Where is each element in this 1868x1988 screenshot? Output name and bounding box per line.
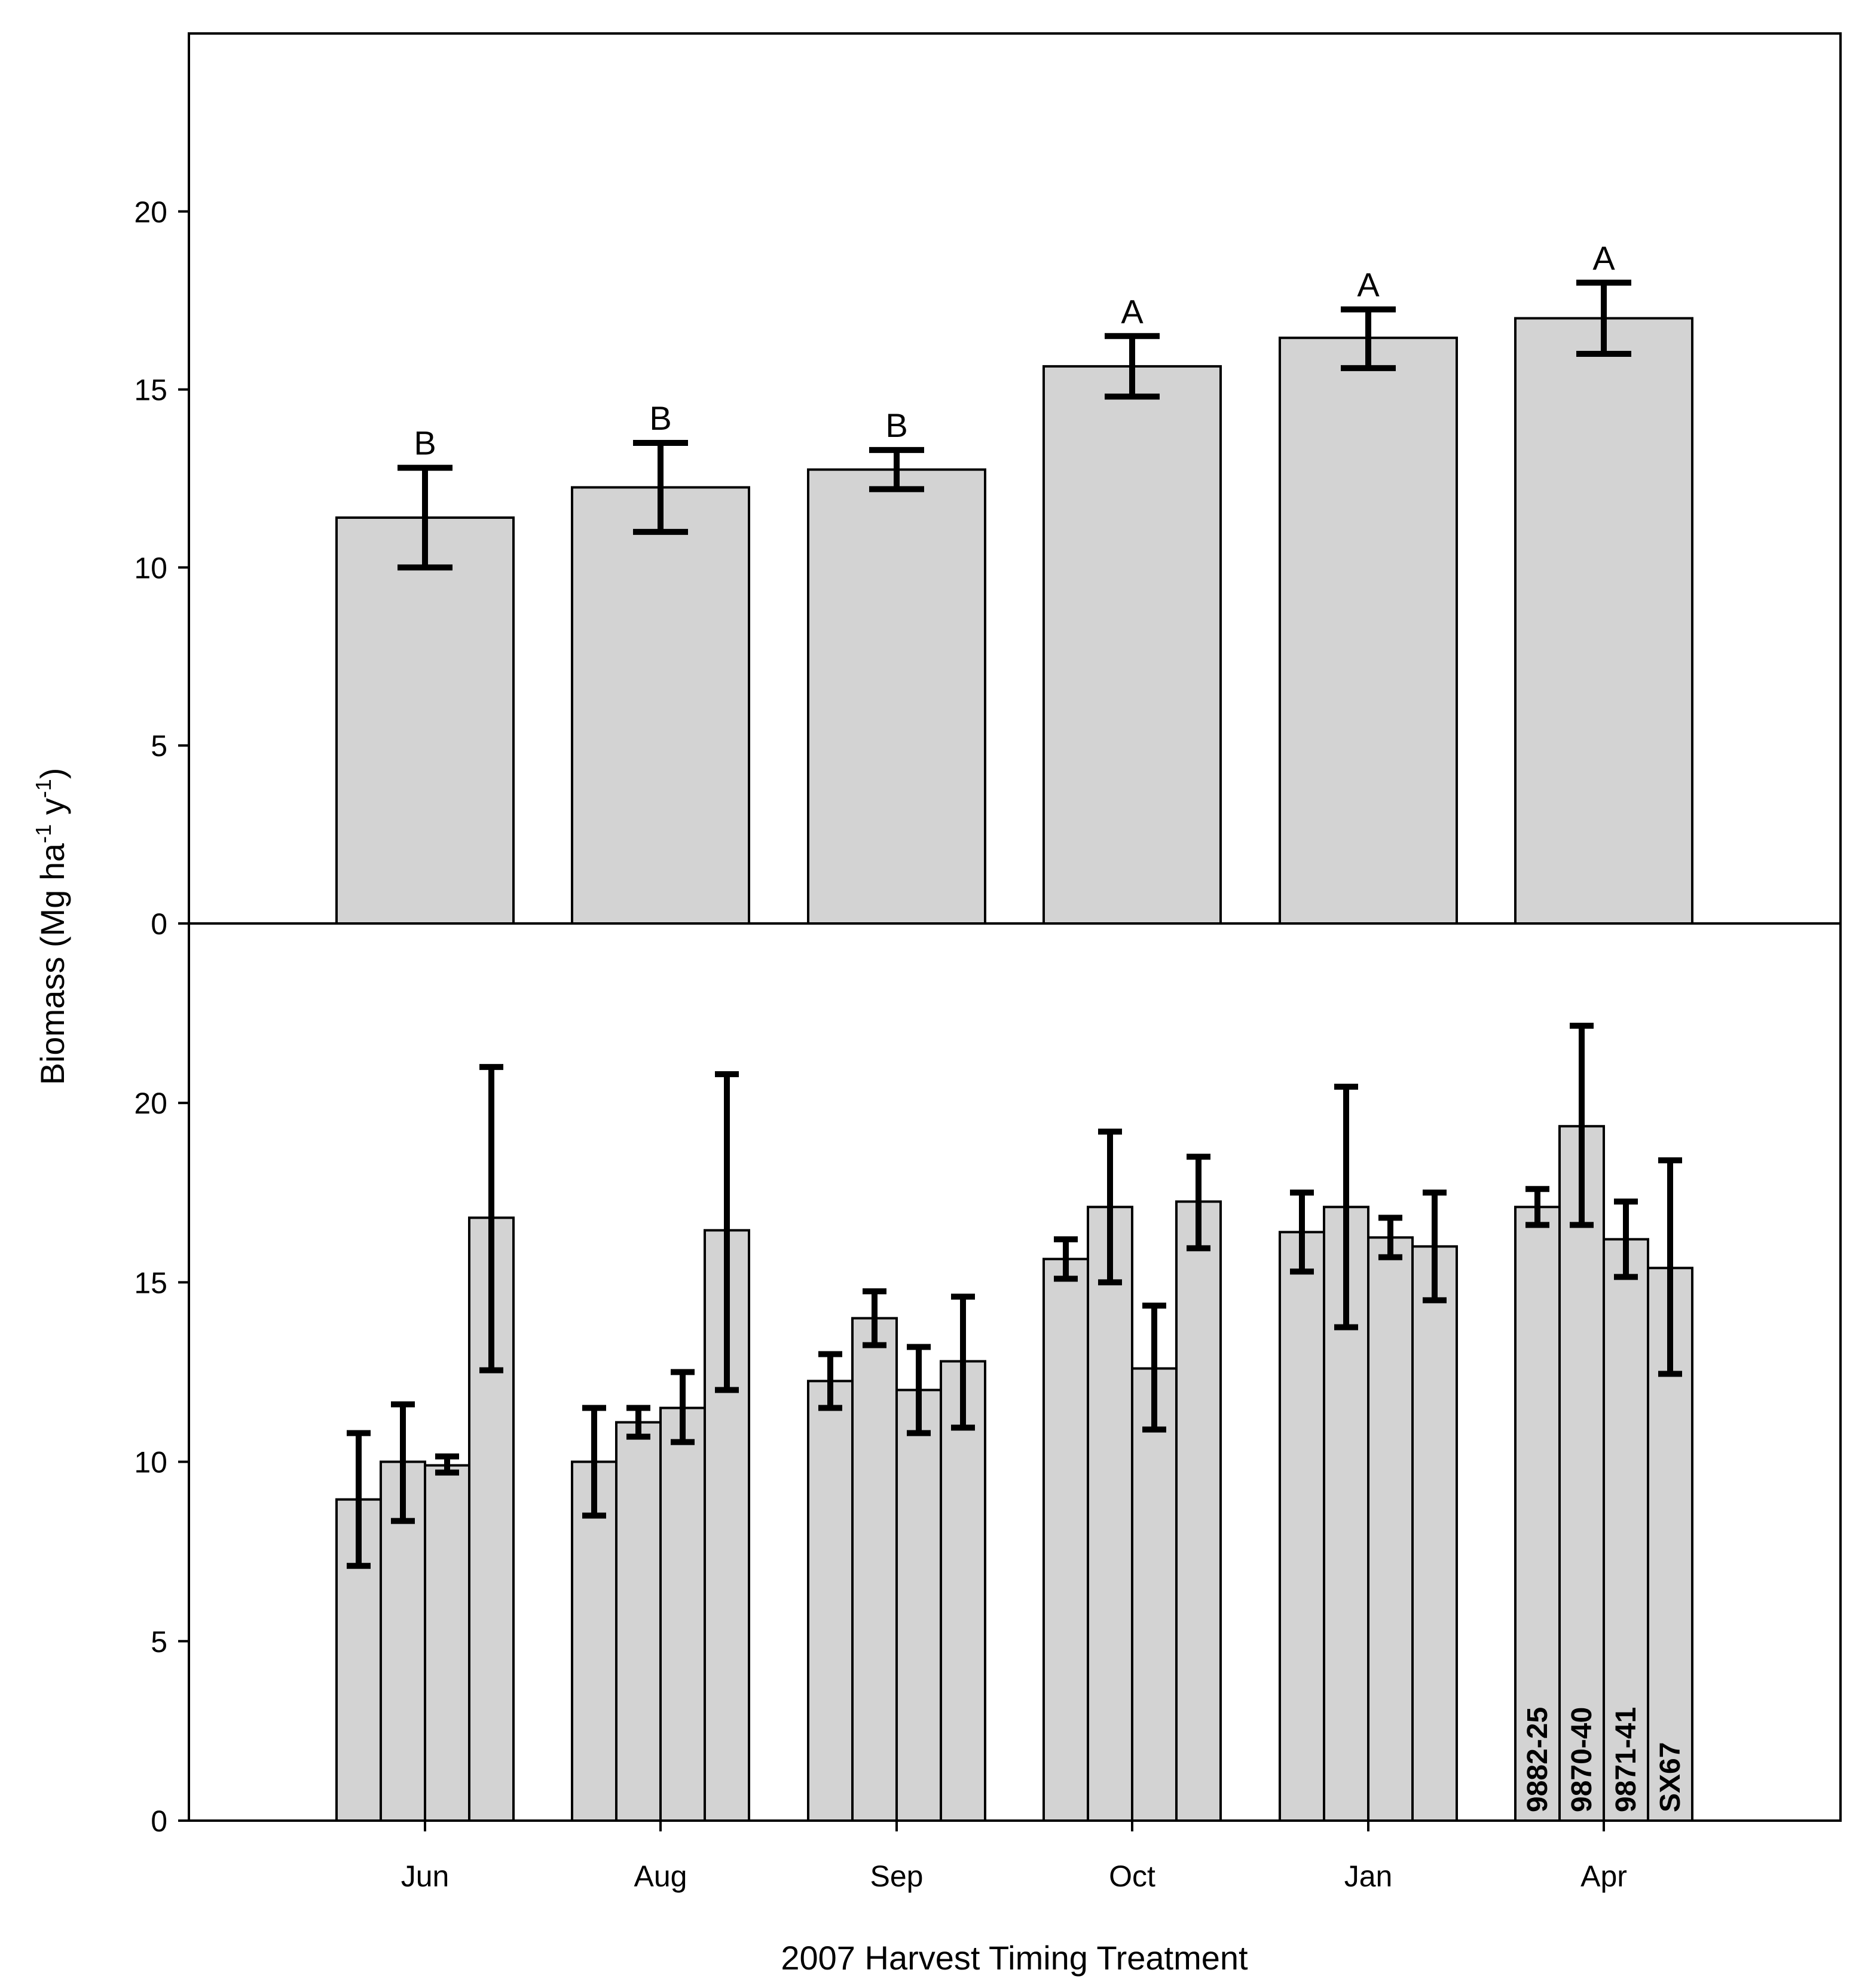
x-tick-label-jun: Jun	[401, 1859, 450, 1893]
top-bar-sep	[807, 468, 986, 925]
top-panel-ytick-label: 20	[134, 195, 167, 229]
bottom-bar-sep-9870-40	[851, 1317, 898, 1822]
bottom-bar-jan-9882-25	[1279, 1231, 1325, 1822]
x-tick-label-sep: Sep	[870, 1859, 924, 1893]
bottom-bar-oct-9870-40	[1087, 1206, 1133, 1822]
top-significance-letter-jun: B	[414, 424, 436, 462]
bottom-bar-oct-9882-25	[1042, 1258, 1089, 1822]
y-axis-title-main: Biomass (Mg ha	[33, 843, 71, 1085]
bottom-panel-ytick-label: 10	[134, 1446, 167, 1479]
bottom-panel-ytick-label: 20	[134, 1087, 167, 1120]
top-panel-ytick-label: 10	[134, 551, 167, 585]
x-tick-label-aug: Aug	[634, 1859, 687, 1893]
y-axis-title-mid: y	[33, 798, 71, 824]
bottom-bar-jan-sx67	[1411, 1245, 1458, 1822]
top-bar-aug	[571, 486, 750, 925]
series-label-sx67: SX67	[1655, 1742, 1686, 1812]
y-axis-title-end: )	[33, 768, 71, 779]
top-significance-letter-aug: B	[649, 399, 671, 437]
top-significance-letter-oct: A	[1121, 292, 1144, 330]
bottom-bar-aug-9870-40	[615, 1421, 662, 1822]
x-tick-label-jan: Jan	[1344, 1859, 1393, 1893]
series-label-9882-25: 9882-25	[1522, 1707, 1554, 1812]
top-panel-ytick-label: 15	[134, 374, 167, 407]
top-bar-jan	[1279, 337, 1458, 925]
plot-frame	[188, 32, 1842, 1822]
series-label-9871-41: 9871-41	[1610, 1707, 1642, 1812]
top-bar-oct	[1042, 365, 1222, 925]
x-axis-title: 2007 Harvest Timing Treatment	[781, 1939, 1248, 1977]
series-label-9870-40: 9870-40	[1566, 1707, 1598, 1812]
bottom-panel-ytick-label: 5	[151, 1625, 167, 1659]
bottom-bar-apr-9882-25	[1514, 1206, 1561, 1822]
y-axis-title-sup2: -1	[31, 779, 56, 798]
bottom-bar-sep-9871-41	[895, 1388, 942, 1822]
y-axis-title: Biomass (Mg ha-1 y-1)	[31, 768, 71, 1085]
x-tick-label-apr: Apr	[1580, 1859, 1627, 1893]
top-bar-apr	[1514, 317, 1693, 925]
top-panel-ytick-label: 5	[151, 729, 167, 763]
bottom-bar-sep-9882-25	[807, 1380, 854, 1822]
plot-layer: 0 5 10 15 20 B B B A A A 0 5 10 15 20 Jun Aug Sep Oct Jan Apr…	[134, 195, 1693, 1893]
bottom-bar-aug-9871-41	[659, 1406, 706, 1822]
y-axis-title-sup1: -1	[31, 824, 56, 843]
top-bar-jun	[335, 516, 515, 925]
bottom-bar-jan-9871-41	[1367, 1236, 1414, 1822]
bottom-panel-ytick-label: 0	[151, 1805, 167, 1838]
top-significance-letter-apr: A	[1592, 239, 1615, 277]
bottom-bar-oct-sx67	[1175, 1200, 1222, 1822]
bottom-bar-oct-9871-41	[1131, 1367, 1178, 1822]
bottom-panel-ytick-label: 15	[134, 1266, 167, 1299]
top-panel-ytick-label: 0	[151, 907, 167, 941]
bottom-bar-jun-9871-41	[424, 1464, 470, 1822]
top-significance-letter-jan: A	[1357, 266, 1380, 304]
top-significance-letter-sep: B	[885, 406, 907, 444]
x-tick-label-oct: Oct	[1109, 1859, 1155, 1893]
